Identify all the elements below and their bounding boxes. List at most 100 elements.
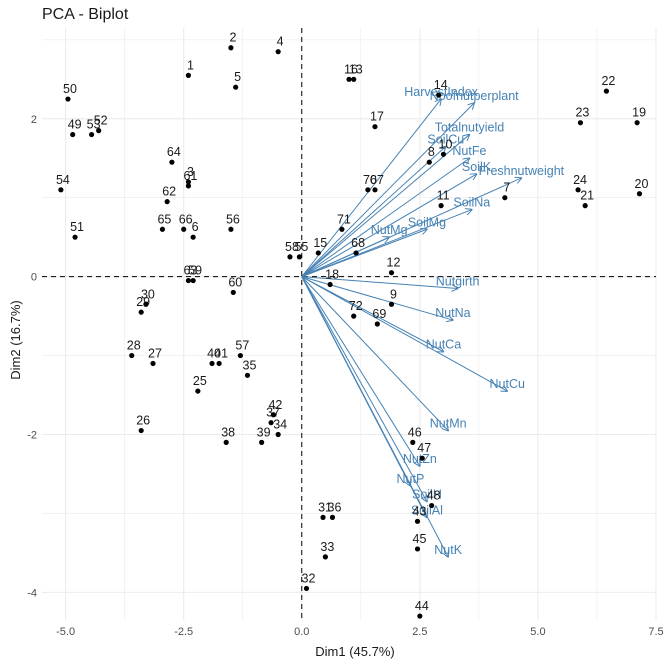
- variable-label: SoilH: [412, 488, 442, 502]
- individual-label: 69: [372, 307, 386, 321]
- individual-point: [636, 191, 643, 197]
- y-tick-label: 2: [31, 114, 37, 126]
- individual-label: 67: [370, 173, 384, 187]
- individual-label: 72: [349, 299, 363, 313]
- individual-label: 17: [370, 110, 384, 124]
- individual-point: [185, 72, 192, 78]
- individual-label: 7: [503, 181, 510, 195]
- variable-arrow: [301, 135, 470, 278]
- individual-point: [143, 301, 149, 307]
- variable-label: NutFe: [452, 144, 486, 158]
- individual-point: [209, 360, 215, 367]
- individual-label: 3: [187, 165, 194, 179]
- x-tick-label: 7.5: [648, 626, 663, 638]
- variable-label: NutCu: [490, 377, 525, 391]
- individual-point: [259, 439, 265, 445]
- individual-label: 62: [162, 185, 176, 199]
- individual-point: [436, 92, 442, 98]
- individual-point: [634, 120, 640, 126]
- variable-arrow: [301, 276, 427, 502]
- individual-points: 1234567891011121314151617181920212223242…: [56, 31, 648, 619]
- individual-point: [228, 45, 234, 51]
- individual-label: 55: [294, 240, 308, 254]
- variable-label: NutP: [397, 472, 425, 486]
- individual-label: 36: [328, 500, 342, 514]
- individual-point: [603, 88, 610, 94]
- variable-label: NutMn: [430, 417, 467, 431]
- individual-point: [223, 439, 229, 445]
- individual-point: [353, 250, 359, 256]
- individual-point: [230, 289, 236, 296]
- individual-point: [185, 277, 192, 284]
- variable-label: SoilMg: [408, 215, 446, 229]
- individual-point: [96, 128, 102, 134]
- individual-label: 56: [226, 212, 240, 226]
- individual-label: 50: [63, 82, 77, 96]
- individual-point: [351, 76, 357, 82]
- axis-ticks: -5.0 -2.5 0.0 2.5 5.0 7.5 -4 -2 0 2: [27, 114, 663, 638]
- variable-arrow: [301, 276, 444, 352]
- individual-point: [129, 352, 135, 359]
- individual-label: 1: [187, 58, 194, 72]
- x-tick-label: -5.0: [56, 626, 75, 638]
- individual-point: [164, 199, 170, 205]
- individual-label: 60: [228, 275, 242, 289]
- individual-label: 38: [221, 425, 235, 439]
- individual-point: [233, 84, 239, 90]
- individual-label: 41: [214, 346, 228, 360]
- individual-point: [216, 360, 222, 367]
- y-axis-title: Dim2 (16.7%): [8, 300, 23, 379]
- y-tick-label: -4: [27, 587, 37, 599]
- variable-label: SoilAl: [411, 503, 443, 517]
- individual-label: 33: [320, 540, 334, 554]
- x-tick-label: 2.5: [412, 626, 427, 638]
- individual-point: [410, 439, 416, 445]
- individual-point: [268, 420, 274, 426]
- x-tick-label: 5.0: [530, 626, 545, 638]
- individual-point: [195, 388, 201, 394]
- variable-label: SoilCu: [427, 132, 464, 146]
- individual-point: [582, 203, 588, 209]
- individual-point: [388, 301, 395, 307]
- individual-point: [346, 76, 352, 82]
- variable-arrow: [301, 276, 453, 320]
- individual-point: [275, 49, 281, 55]
- individual-label: 61: [183, 169, 197, 183]
- individual-label: 12: [387, 256, 401, 270]
- individual-point: [88, 131, 95, 138]
- individual-point: [169, 159, 175, 165]
- individual-label: 31: [318, 500, 332, 514]
- individual-point: [72, 234, 78, 240]
- variable-arrow: [301, 210, 472, 278]
- individual-label: 28: [127, 339, 141, 353]
- individual-point: [414, 518, 421, 524]
- individual-point: [185, 179, 192, 185]
- individual-label: 14: [434, 78, 448, 92]
- individual-label: 2: [229, 31, 236, 45]
- individual-label: 57: [235, 339, 249, 353]
- individual-label: 58: [285, 240, 299, 254]
- variable-label: Noofnutperplant: [430, 89, 519, 103]
- individual-point: [372, 124, 378, 130]
- individual-point: [429, 502, 435, 509]
- individual-label: 22: [601, 74, 615, 88]
- individual-point: [419, 455, 425, 461]
- individual-point: [244, 372, 251, 378]
- individual-label: 4: [277, 35, 284, 49]
- individual-label: 25: [193, 374, 207, 388]
- variable-arrow: [301, 276, 448, 557]
- individual-label: 54: [56, 173, 70, 187]
- individual-label: 9: [390, 287, 397, 301]
- individual-label: 66: [179, 212, 193, 226]
- individual-label: 13: [349, 62, 363, 76]
- variable-arrow: [301, 99, 441, 277]
- individual-point: [159, 226, 166, 232]
- individual-label: 52: [94, 114, 108, 128]
- x-tick-label: 0.0: [294, 626, 309, 638]
- y-tick-label: -2: [27, 430, 37, 442]
- individual-label: 47: [417, 441, 431, 455]
- individual-label: 30: [141, 287, 155, 301]
- individual-label: 45: [413, 532, 427, 546]
- individual-point: [138, 427, 144, 434]
